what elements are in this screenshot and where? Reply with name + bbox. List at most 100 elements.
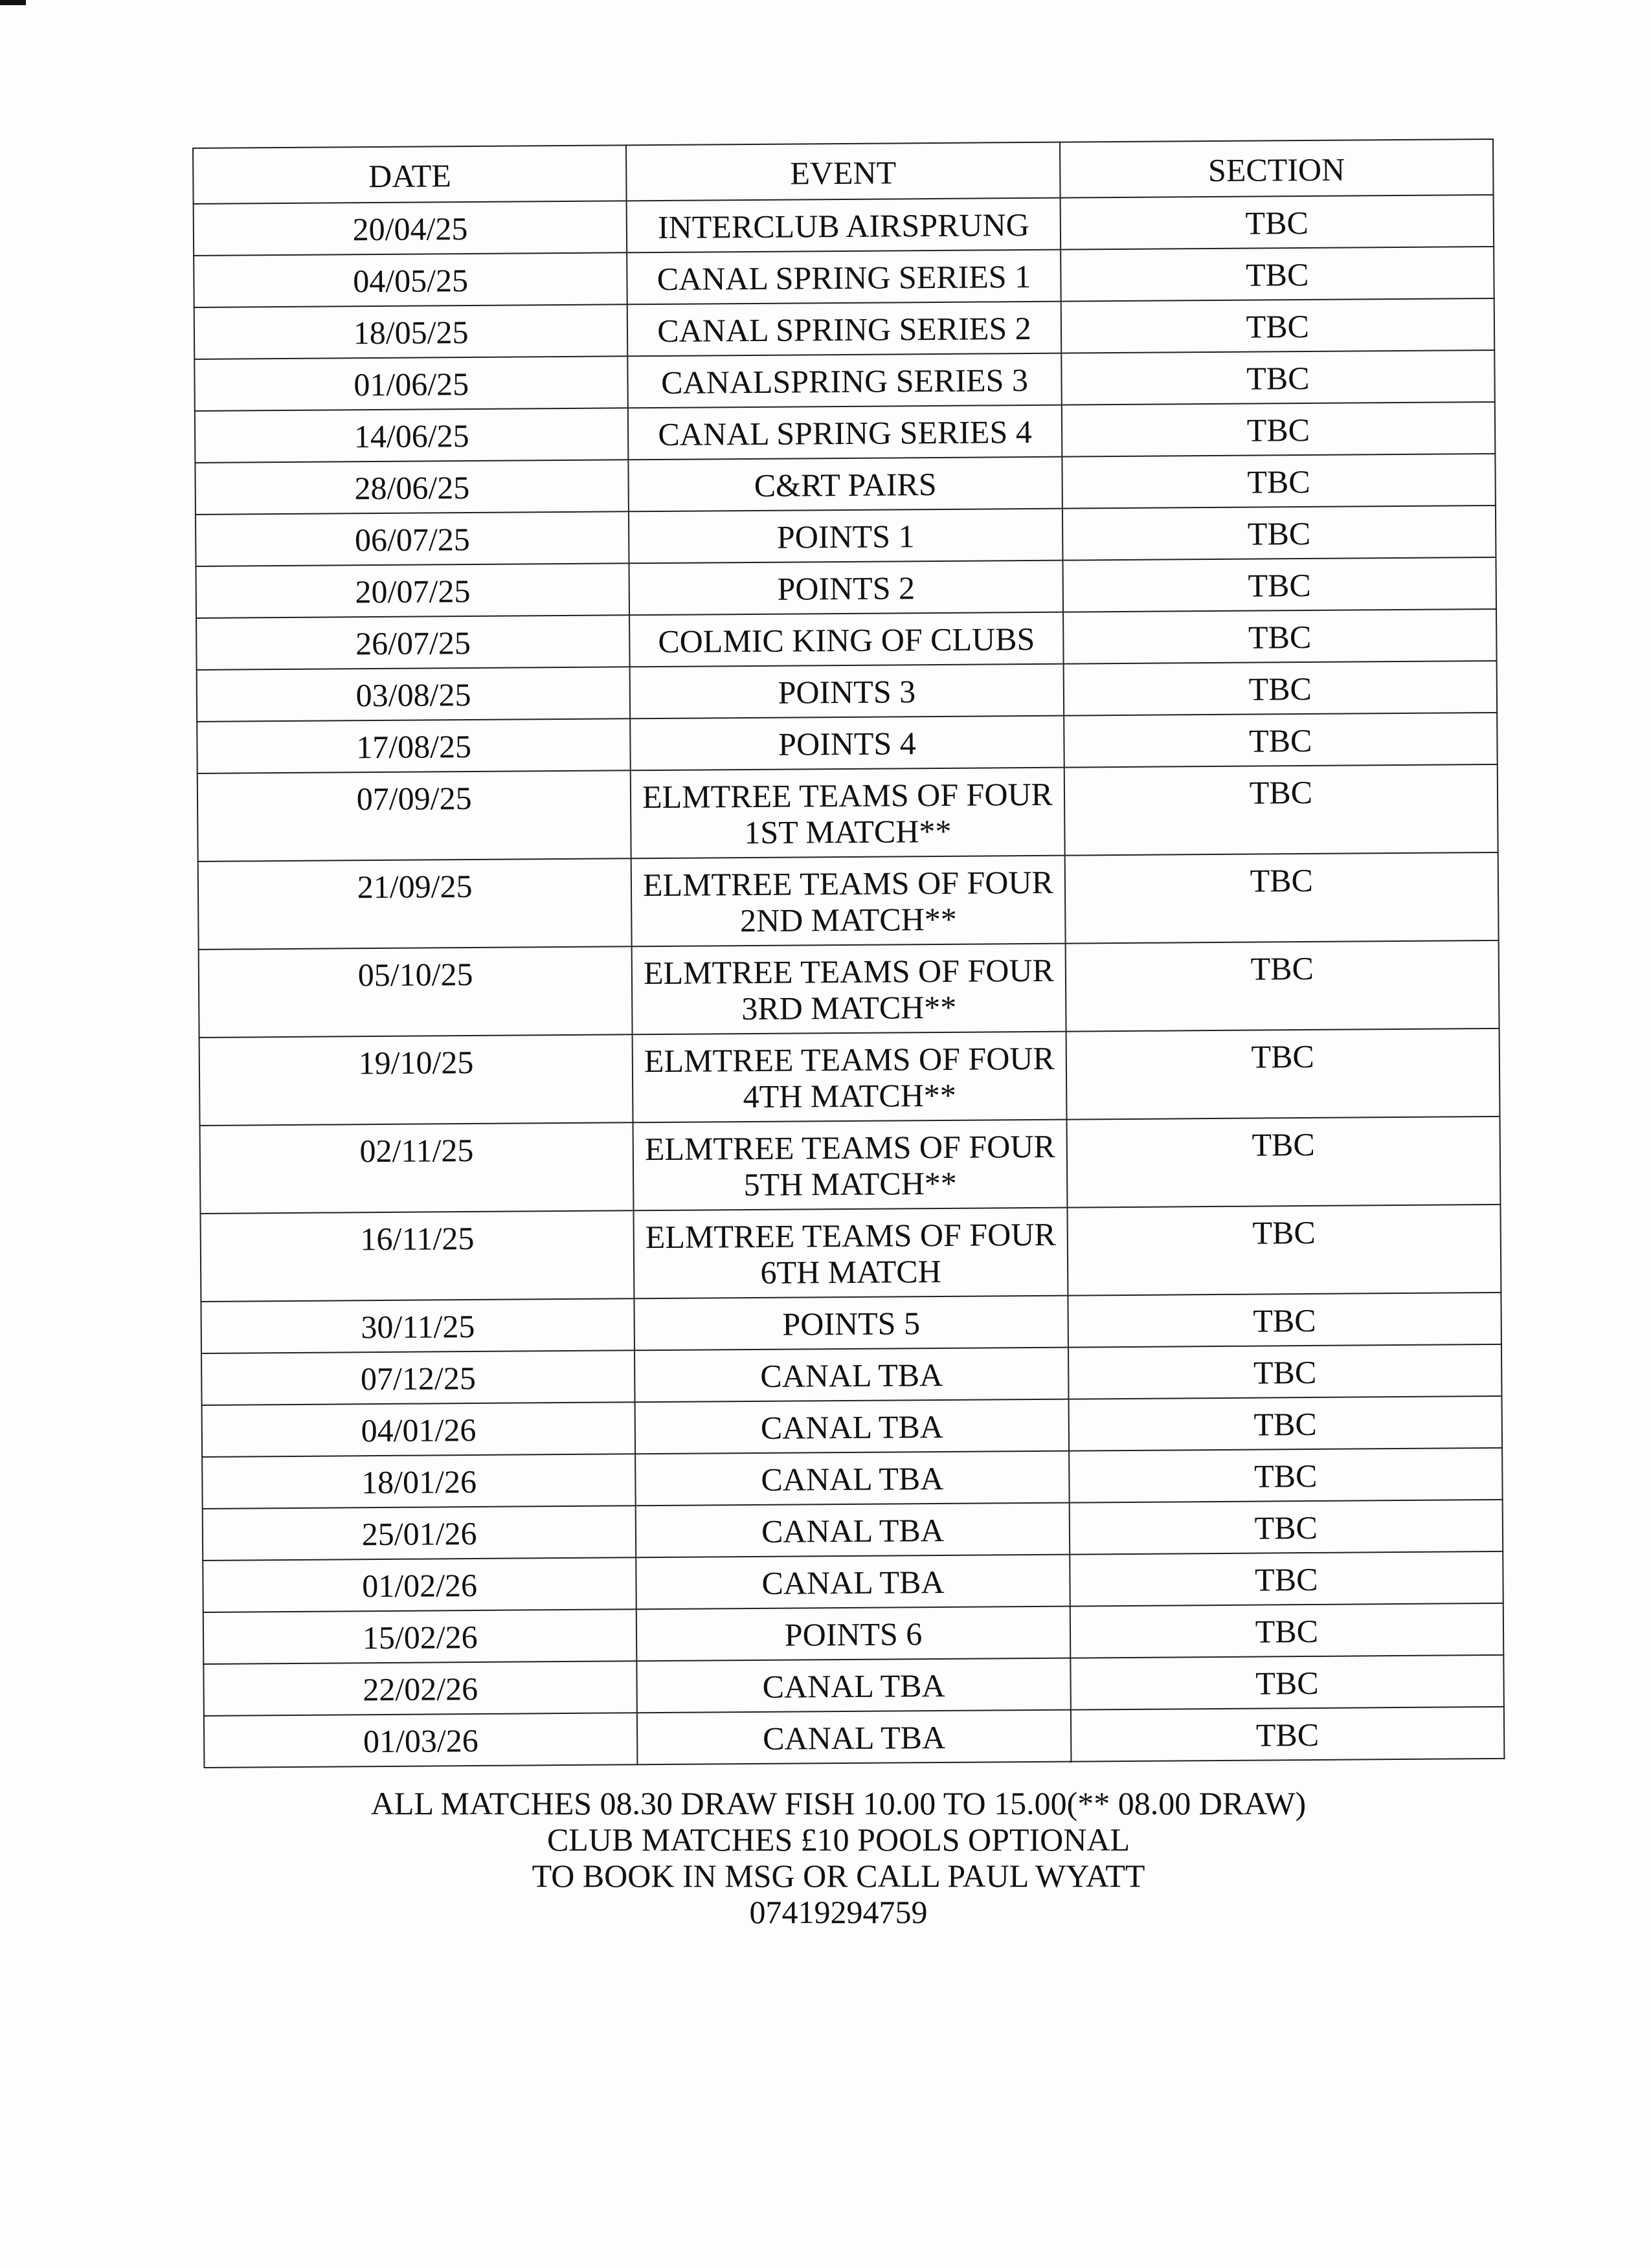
- cell-section: TBC: [1063, 660, 1498, 716]
- cell-section: TBC: [1068, 1344, 1502, 1399]
- cell-event: CANAL TBA: [637, 1709, 1072, 1765]
- table-row: 18/05/25 CANAL SPRING SERIES 2 TBC: [194, 298, 1495, 359]
- table-row: 15/02/26 POINTS 6 TBC: [203, 1603, 1504, 1664]
- event-line: 1ST MATCH**: [744, 812, 952, 851]
- event-line: CANAL TBA: [761, 1511, 945, 1550]
- cell-section: TBC: [1060, 246, 1494, 302]
- event-line: ELMTREE TEAMS OF FOUR: [644, 1040, 1055, 1080]
- table-row: 04/05/25 CANAL SPRING SERIES 1 TBC: [194, 246, 1494, 307]
- cell-date: 02/11/25: [199, 1122, 634, 1214]
- event-line: POINTS 1: [776, 518, 915, 555]
- cell-date: 18/01/26: [202, 1454, 636, 1509]
- event-line: POINTS 4: [778, 725, 916, 762]
- table-row: 16/11/25 ELMTREE TEAMS OF FOUR 6TH MATCH TB…: [200, 1204, 1501, 1302]
- fixtures-sheet: DATE EVENT SECTION 20/04/25 INTERCLUB AIR…: [192, 139, 1505, 1768]
- table-row: 03/08/25 POINTS 3 TBC: [196, 660, 1498, 722]
- event-line: CANAL TBA: [761, 1563, 945, 1601]
- event-line: CANAL SPRING SERIES 1: [657, 258, 1031, 297]
- footer-pools: CLUB MATCHES £10 POOLS OPTIONAL: [546, 1821, 1130, 1858]
- cell-date: 21/09/25: [197, 858, 632, 950]
- table-row: 21/09/25 ELMTREE TEAMS OF FOUR 2ND MATCH**…: [197, 852, 1499, 950]
- table-row: 02/11/25 ELMTREE TEAMS OF FOUR 5TH MATCH**…: [199, 1116, 1501, 1214]
- cell-date: 28/06/25: [195, 460, 629, 515]
- cell-event: POINTS 4: [630, 715, 1064, 771]
- cell-section: TBC: [1068, 1395, 1503, 1451]
- event-line: ELMTREE TEAMS OF FOUR: [645, 1216, 1056, 1256]
- cell-section: TBC: [1067, 1204, 1501, 1296]
- event-line: POINTS 3: [778, 673, 916, 711]
- table-row: 17/08/25 POINTS 4 TBC: [197, 712, 1498, 773]
- event-line: CANAL TBA: [760, 1408, 943, 1446]
- event-line: 4TH MATCH**: [743, 1076, 957, 1115]
- cell-section: TBC: [1069, 1551, 1503, 1606]
- cell-date: 20/04/25: [193, 201, 627, 256]
- event-line: C&RT PAIRS: [754, 465, 937, 504]
- cell-event: C&RT PAIRS: [628, 456, 1062, 512]
- cell-date: 25/01/26: [202, 1506, 636, 1561]
- cell-event: ELMTREE TEAMS OF FOUR 5TH MATCH**: [633, 1119, 1068, 1211]
- cell-date: 04/01/26: [201, 1402, 636, 1457]
- cell-date: 15/02/26: [203, 1609, 637, 1664]
- cell-section: TBC: [1064, 852, 1499, 944]
- footer-times: ALL MATCHES 08.30 DRAW FISH 10.00 TO 15.…: [370, 1785, 1307, 1821]
- table-row: 20/04/25 INTERCLUB AIRSPRUNG TBC: [193, 194, 1494, 256]
- cell-event: POINTS 5: [634, 1295, 1068, 1351]
- cell-event: ELMTREE TEAMS OF FOUR 4TH MATCH**: [632, 1031, 1067, 1123]
- footer-phone: 07419294759: [749, 1894, 928, 1930]
- cell-event: CANAL TBA: [636, 1658, 1071, 1713]
- cell-event: CANAL TBA: [635, 1399, 1069, 1454]
- cell-event: CANAL SPRING SERIES 4: [628, 405, 1062, 460]
- cell-event: CANAL TBA: [635, 1451, 1070, 1506]
- cell-date: 18/05/25: [194, 304, 628, 359]
- cell-date: 04/05/25: [194, 252, 628, 307]
- cell-event: ELMTREE TEAMS OF FOUR 2ND MATCH**: [631, 855, 1066, 947]
- cell-event: POINTS 1: [629, 508, 1063, 564]
- footer-booking: TO BOOK IN MSG OR CALL PAUL WYATT: [532, 1858, 1145, 1894]
- event-line: ELMTREE TEAMS OF FOUR: [643, 951, 1055, 992]
- header-section: SECTION: [1059, 139, 1494, 198]
- table-row: 25/01/26 CANAL TBA TBC: [202, 1499, 1503, 1561]
- cell-section: TBC: [1064, 764, 1498, 856]
- cell-date: 05/10/25: [198, 946, 633, 1038]
- cell-section: TBC: [1062, 608, 1497, 664]
- table-row: 07/09/25 ELMTREE TEAMS OF FOUR 1ST MATCH**…: [197, 764, 1498, 862]
- cell-date: 19/10/25: [199, 1034, 633, 1126]
- cell-event: CANAL TBA: [636, 1554, 1070, 1610]
- cell-event: CANAL SPRING SERIES 1: [627, 249, 1061, 305]
- cell-section: TBC: [1066, 1028, 1500, 1120]
- cell-event: POINTS 6: [636, 1606, 1070, 1662]
- event-line: 3RD MATCH**: [741, 988, 957, 1027]
- cell-event: CANALSPRING SERIES 3: [627, 353, 1062, 408]
- cell-section: TBC: [1061, 298, 1495, 353]
- cell-date: 14/06/25: [194, 408, 629, 463]
- cell-event: CANAL TBA: [635, 1502, 1070, 1558]
- cell-section: TBC: [1060, 194, 1494, 250]
- cell-date: 22/02/26: [203, 1661, 638, 1716]
- table-row: 18/01/26 CANAL TBA TBC: [202, 1447, 1503, 1509]
- table-row: 19/10/25 ELMTREE TEAMS OF FOUR 4TH MATCH**…: [199, 1028, 1500, 1126]
- event-line: POINTS 5: [782, 1305, 921, 1342]
- event-line: CANAL TBA: [761, 1460, 944, 1498]
- cell-section: TBC: [1070, 1654, 1504, 1710]
- cell-date: 01/06/25: [194, 356, 629, 411]
- event-line: INTERCLUB AIRSPRUNG: [657, 206, 1029, 245]
- cell-section: TBC: [1068, 1447, 1503, 1503]
- cell-date: 16/11/25: [200, 1210, 635, 1302]
- table-row: 20/07/25 POINTS 2 TBC: [196, 557, 1497, 618]
- cell-section: TBC: [1061, 401, 1496, 457]
- event-line: POINTS 2: [777, 570, 915, 607]
- cell-event: ELMTREE TEAMS OF FOUR 3RD MATCH**: [631, 943, 1066, 1035]
- cell-date: 30/11/25: [201, 1298, 635, 1353]
- cell-section: TBC: [1070, 1706, 1505, 1762]
- table-row: 06/07/25 POINTS 1 TBC: [195, 505, 1496, 566]
- event-line: COLMIC KING OF CLUBS: [658, 620, 1035, 660]
- cell-section: TBC: [1061, 350, 1495, 405]
- event-line: CANAL SPRING SERIES 2: [657, 309, 1031, 349]
- table-row: 01/03/26 CANAL TBA TBC: [203, 1706, 1505, 1768]
- event-line: CANAL SPRING SERIES 4: [658, 413, 1032, 452]
- event-line: 6TH MATCH: [760, 1252, 941, 1291]
- table-row: 01/06/25 CANALSPRING SERIES 3 TBC: [194, 350, 1495, 411]
- cell-date: 17/08/25: [197, 718, 631, 773]
- cell-section: TBC: [1063, 712, 1498, 768]
- event-line: CANAL TBA: [762, 1667, 945, 1705]
